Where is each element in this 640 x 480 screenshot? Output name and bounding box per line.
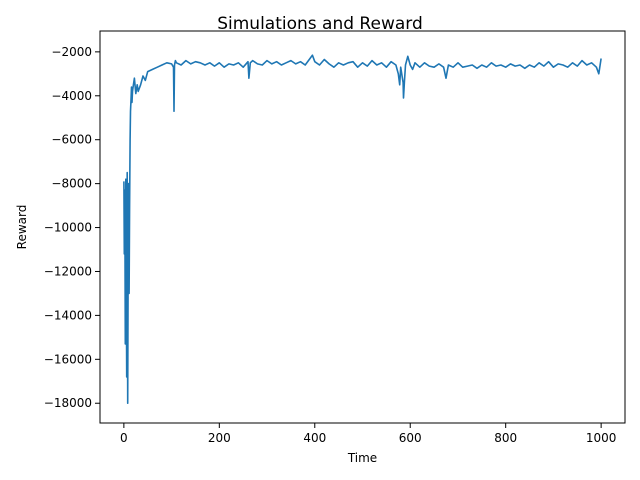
y-tick-label: −12000 [44,264,92,278]
x-tick-label: 200 [208,431,231,445]
y-axis-label: Reward [15,205,29,250]
y-tick-label: −2000 [51,45,92,59]
x-tick-label: 800 [494,431,517,445]
x-axis-label: Time [347,451,377,465]
x-tick-label: 1000 [586,431,617,445]
x-tick-label: 600 [399,431,422,445]
x-axis: 0 200 400 600 800 1000 [120,423,616,445]
y-tick-label: −18000 [44,396,92,410]
plot-frame [99,30,626,424]
y-axis: −18000 −16000 −14000 −12000 −10000 −8000 −6000… [44,45,100,410]
reward-series-line [123,54,602,405]
y-tick-label: −4000 [51,89,92,103]
y-tick-label: −10000 [44,221,92,235]
x-tick-label: 400 [303,431,326,445]
y-tick-label: −6000 [51,133,92,147]
plot-area [123,54,602,405]
y-tick-label: −14000 [44,308,92,322]
x-tick-label: 0 [120,431,128,445]
y-tick-label: −16000 [44,352,92,366]
y-tick-label: −8000 [51,177,92,191]
chart-title: Simulations and Reward [217,14,423,34]
